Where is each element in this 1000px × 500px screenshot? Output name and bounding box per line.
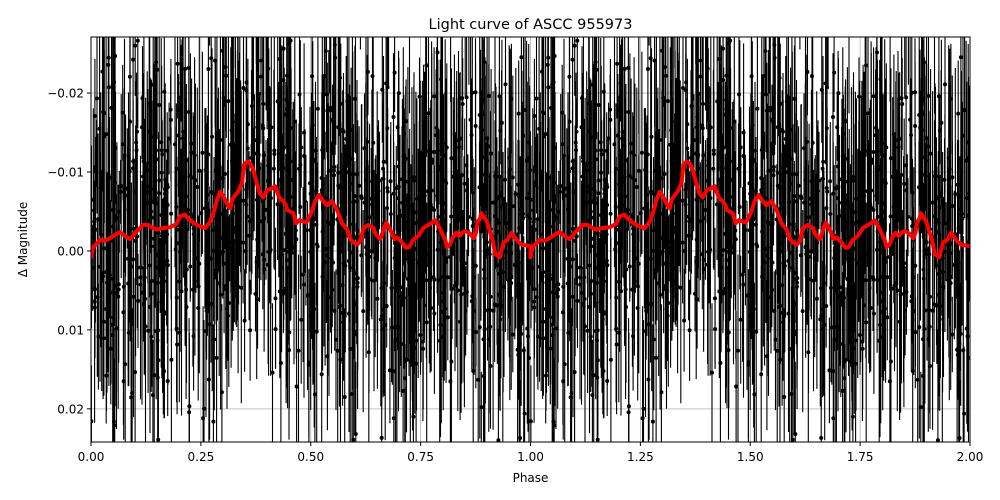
chart-title: Light curve of ASCC 955973 (429, 17, 633, 33)
model-curve (91, 159, 970, 260)
y-tick-label: 0.02 (57, 402, 84, 416)
x-tick-label: 0.50 (297, 450, 324, 464)
y-tick-label: −0.02 (47, 87, 84, 101)
y-axis-label: Δ Magnitude (16, 202, 30, 278)
y-axis-ticks: −0.02 −0.01 0.00 0.01 0.02 (47, 87, 91, 416)
x-axis-ticks: 0.00 0.25 0.50 0.75 1.00 1.25 1.50 1.75 2.00 (78, 442, 984, 464)
y-tick-label: 0.01 (57, 323, 84, 337)
x-tick-label: 2.00 (957, 450, 984, 464)
x-tick-label: 1.50 (737, 450, 764, 464)
x-tick-label: 1.75 (847, 450, 874, 464)
x-tick-label: 0.25 (188, 450, 215, 464)
x-axis-label: Phase (513, 471, 549, 485)
x-tick-label: 0.75 (407, 450, 434, 464)
x-tick-label: 0.00 (78, 450, 105, 464)
x-tick-label: 1.00 (517, 450, 544, 464)
y-tick-label: 0.00 (57, 244, 84, 258)
x-tick-label: 1.25 (627, 450, 654, 464)
y-tick-label: −0.01 (47, 166, 84, 180)
